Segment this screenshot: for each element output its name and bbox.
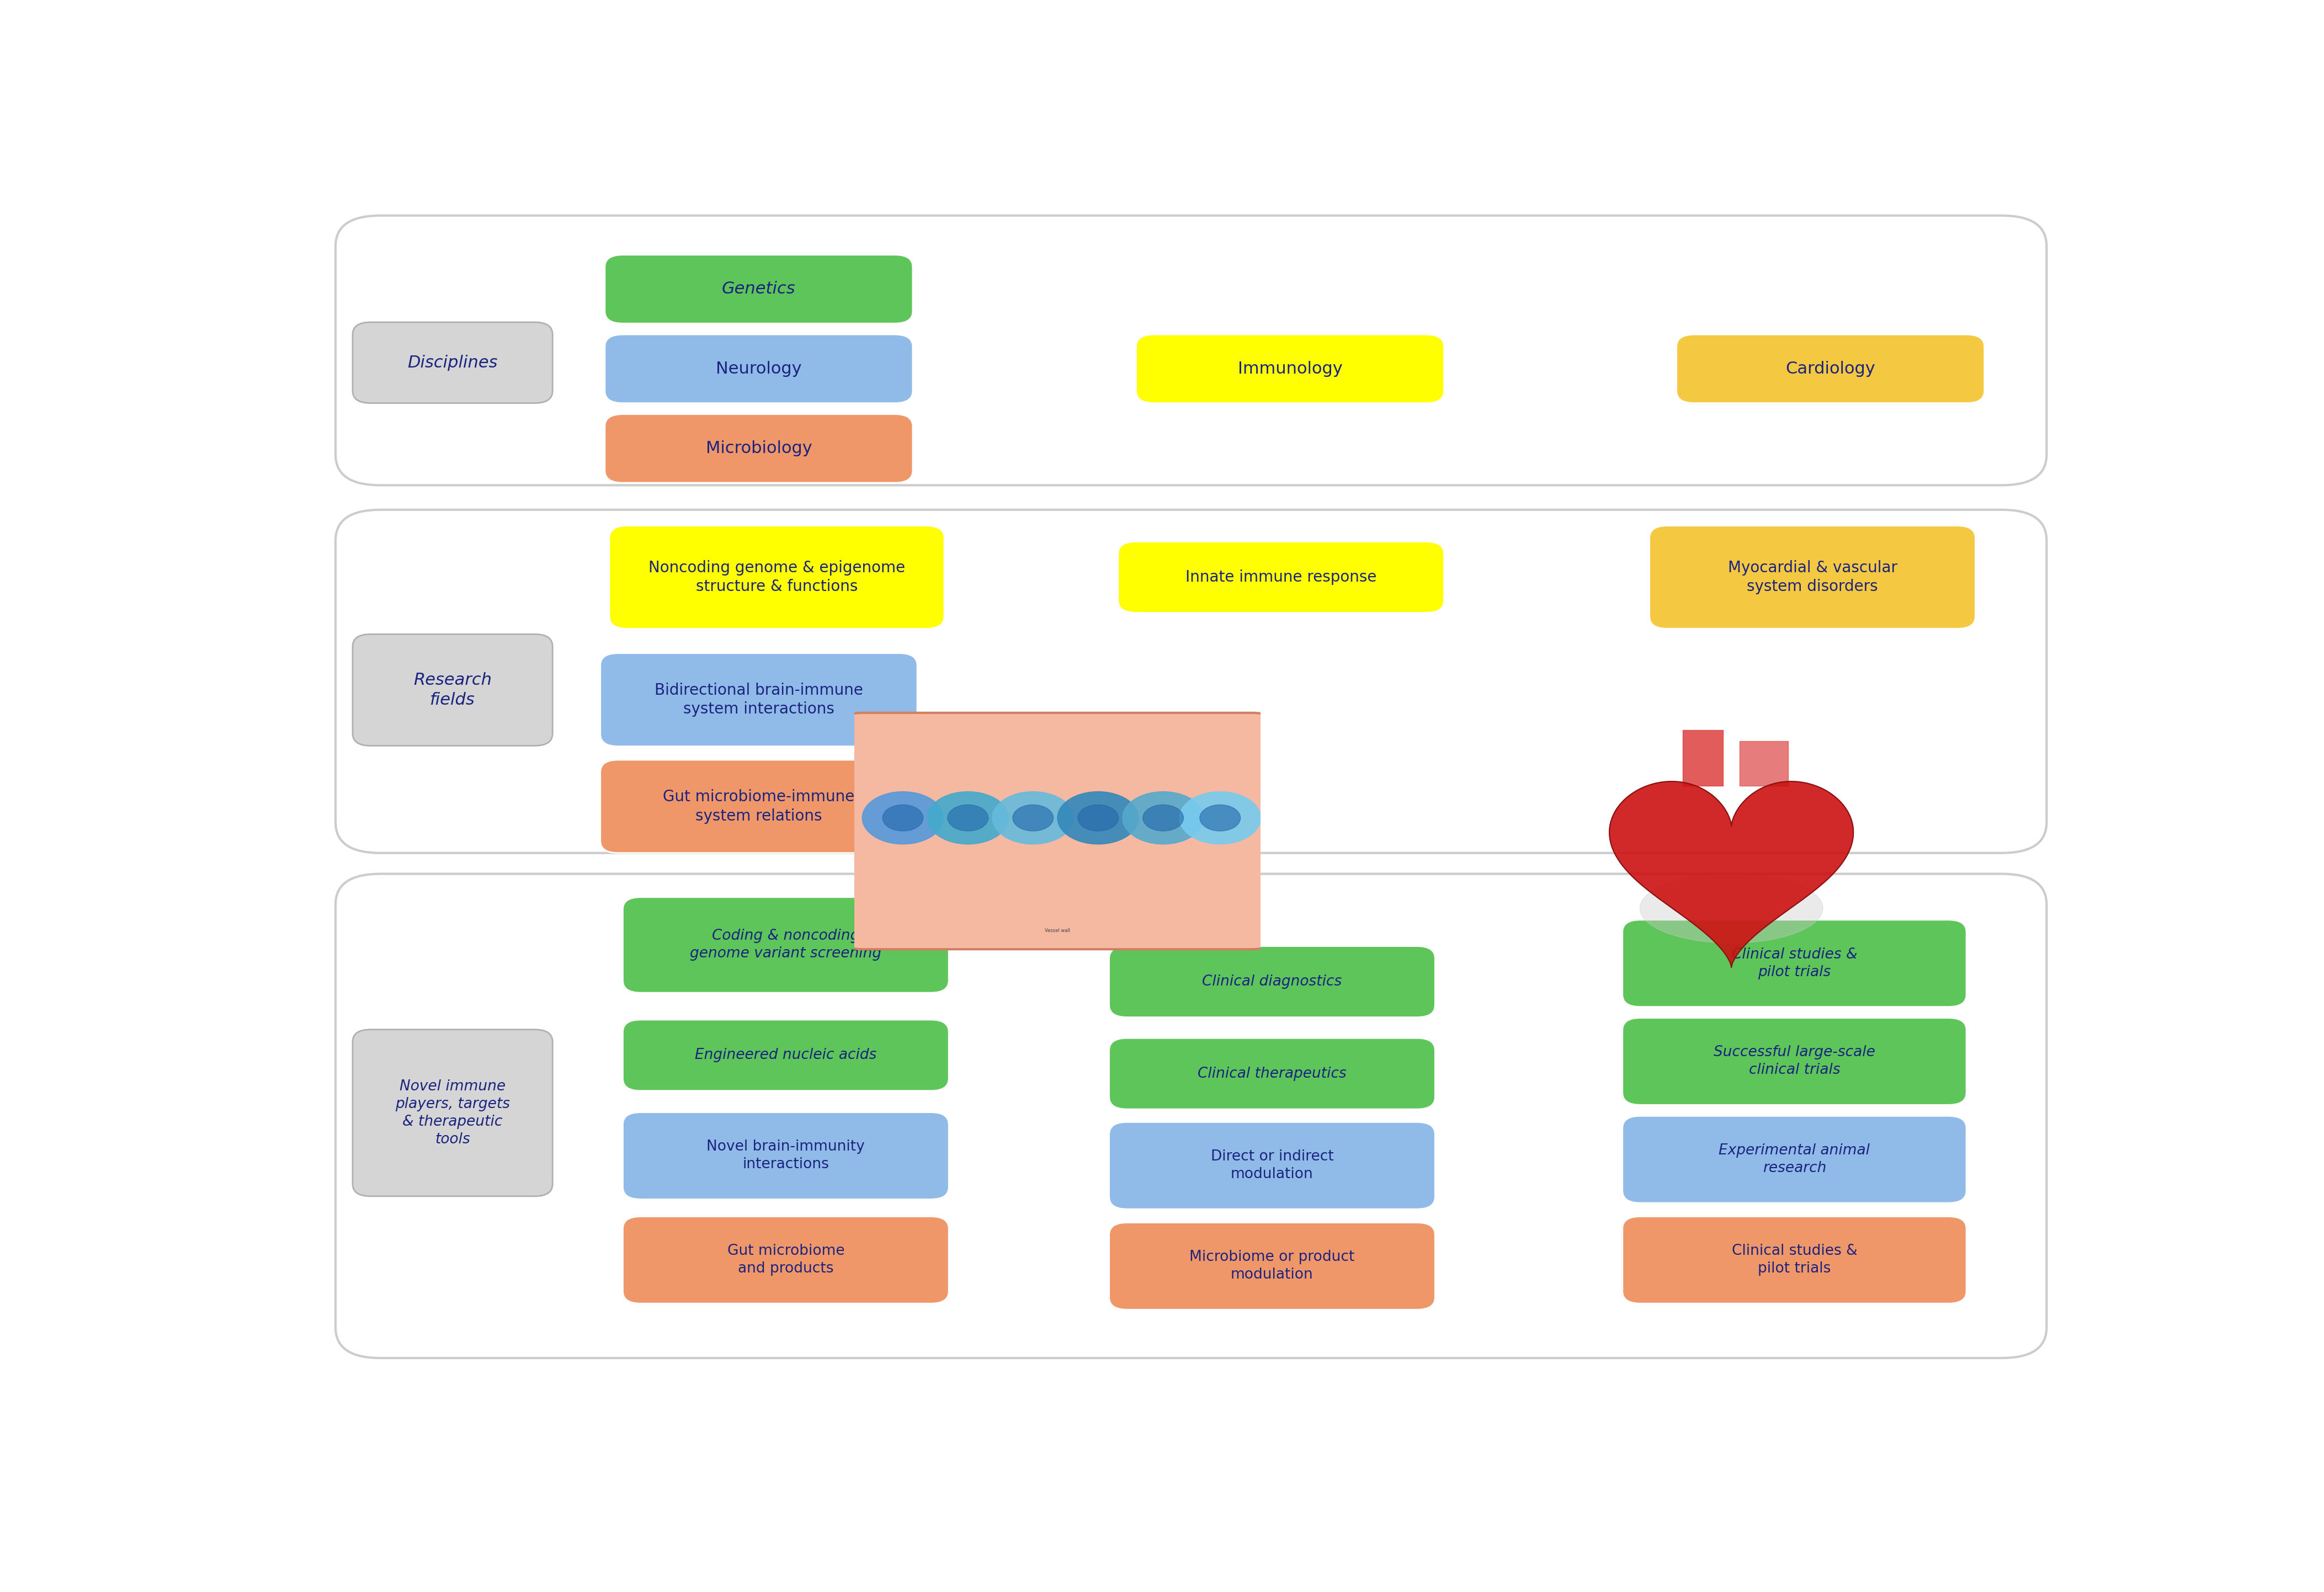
Text: Clinical studies &
pilot trials: Clinical studies & pilot trials xyxy=(1731,947,1857,979)
FancyBboxPatch shape xyxy=(604,334,913,403)
Text: Engineered nucleic acids: Engineered nucleic acids xyxy=(695,1048,876,1062)
FancyBboxPatch shape xyxy=(335,215,2047,486)
FancyBboxPatch shape xyxy=(1109,946,1436,1017)
Circle shape xyxy=(1143,806,1183,831)
Text: Novel brain-immunity
interactions: Novel brain-immunity interactions xyxy=(706,1140,865,1172)
Text: Gut microbiome-immune
system relations: Gut microbiome-immune system relations xyxy=(662,790,855,823)
FancyBboxPatch shape xyxy=(1109,1038,1436,1110)
Circle shape xyxy=(862,791,944,844)
Text: Clinical studies &
pilot trials: Clinical studies & pilot trials xyxy=(1731,1243,1857,1275)
Circle shape xyxy=(927,791,1009,844)
FancyBboxPatch shape xyxy=(1622,1216,1966,1304)
FancyBboxPatch shape xyxy=(353,322,553,403)
FancyBboxPatch shape xyxy=(335,874,2047,1358)
Text: Innate immune response: Innate immune response xyxy=(1185,570,1376,584)
FancyBboxPatch shape xyxy=(623,1216,948,1304)
FancyBboxPatch shape xyxy=(1676,334,1985,403)
Circle shape xyxy=(1199,806,1241,831)
Text: Bidirectional brain-immune
system interactions: Bidirectional brain-immune system intera… xyxy=(655,683,862,716)
Text: Clinical diagnostics: Clinical diagnostics xyxy=(1202,974,1341,989)
FancyBboxPatch shape xyxy=(600,759,918,853)
Circle shape xyxy=(948,806,988,831)
Polygon shape xyxy=(1611,782,1852,968)
FancyBboxPatch shape xyxy=(623,898,948,993)
Circle shape xyxy=(1057,791,1139,844)
FancyBboxPatch shape xyxy=(1109,1223,1436,1310)
Text: Vessel wall: Vessel wall xyxy=(1046,928,1069,933)
FancyBboxPatch shape xyxy=(604,414,913,482)
FancyBboxPatch shape xyxy=(1109,1122,1436,1208)
Circle shape xyxy=(1013,806,1053,831)
FancyBboxPatch shape xyxy=(623,1020,948,1091)
FancyBboxPatch shape xyxy=(623,1113,948,1199)
FancyBboxPatch shape xyxy=(1622,1116,1966,1204)
Text: Gut microbiome
and products: Gut microbiome and products xyxy=(727,1243,844,1275)
FancyBboxPatch shape xyxy=(1622,1017,1966,1105)
Text: Neurology: Neurology xyxy=(716,361,802,377)
FancyBboxPatch shape xyxy=(1650,525,1975,629)
Text: Clinical therapeutics: Clinical therapeutics xyxy=(1197,1067,1346,1081)
FancyBboxPatch shape xyxy=(335,509,2047,853)
Text: Microbiology: Microbiology xyxy=(706,441,811,457)
FancyBboxPatch shape xyxy=(604,255,913,323)
FancyBboxPatch shape xyxy=(1136,334,1443,403)
Text: Research
fields: Research fields xyxy=(414,672,493,708)
Text: Successful large-scale
clinical trials: Successful large-scale clinical trials xyxy=(1713,1046,1875,1078)
Text: Coding & noncoding
genome variant screening: Coding & noncoding genome variant screen… xyxy=(690,928,881,962)
Text: Experimental animal
research: Experimental animal research xyxy=(1720,1143,1871,1175)
FancyBboxPatch shape xyxy=(600,653,918,747)
Circle shape xyxy=(883,806,923,831)
Circle shape xyxy=(1078,806,1118,831)
Text: Myocardial & vascular
system disorders: Myocardial & vascular system disorders xyxy=(1727,560,1896,594)
Text: Cardiology: Cardiology xyxy=(1785,361,1875,377)
Text: Microbiome or product
modulation: Microbiome or product modulation xyxy=(1190,1250,1355,1282)
Circle shape xyxy=(992,791,1074,844)
FancyBboxPatch shape xyxy=(353,1030,553,1196)
Circle shape xyxy=(1122,791,1204,844)
Text: Novel immune
players, targets
& therapeutic
tools: Novel immune players, targets & therapeu… xyxy=(395,1079,509,1146)
Circle shape xyxy=(1178,791,1260,844)
FancyBboxPatch shape xyxy=(1118,541,1443,613)
FancyBboxPatch shape xyxy=(609,525,944,629)
Text: Direct or indirect
modulation: Direct or indirect modulation xyxy=(1211,1149,1334,1181)
Text: Immunology: Immunology xyxy=(1239,361,1343,377)
FancyBboxPatch shape xyxy=(353,634,553,745)
Text: Noncoding genome & epigenome
structure & functions: Noncoding genome & epigenome structure &… xyxy=(648,560,904,594)
Ellipse shape xyxy=(1641,874,1822,942)
Text: Disciplines: Disciplines xyxy=(407,355,497,371)
FancyBboxPatch shape xyxy=(1622,920,1966,1006)
FancyBboxPatch shape xyxy=(841,713,1274,949)
Text: Genetics: Genetics xyxy=(723,282,795,298)
